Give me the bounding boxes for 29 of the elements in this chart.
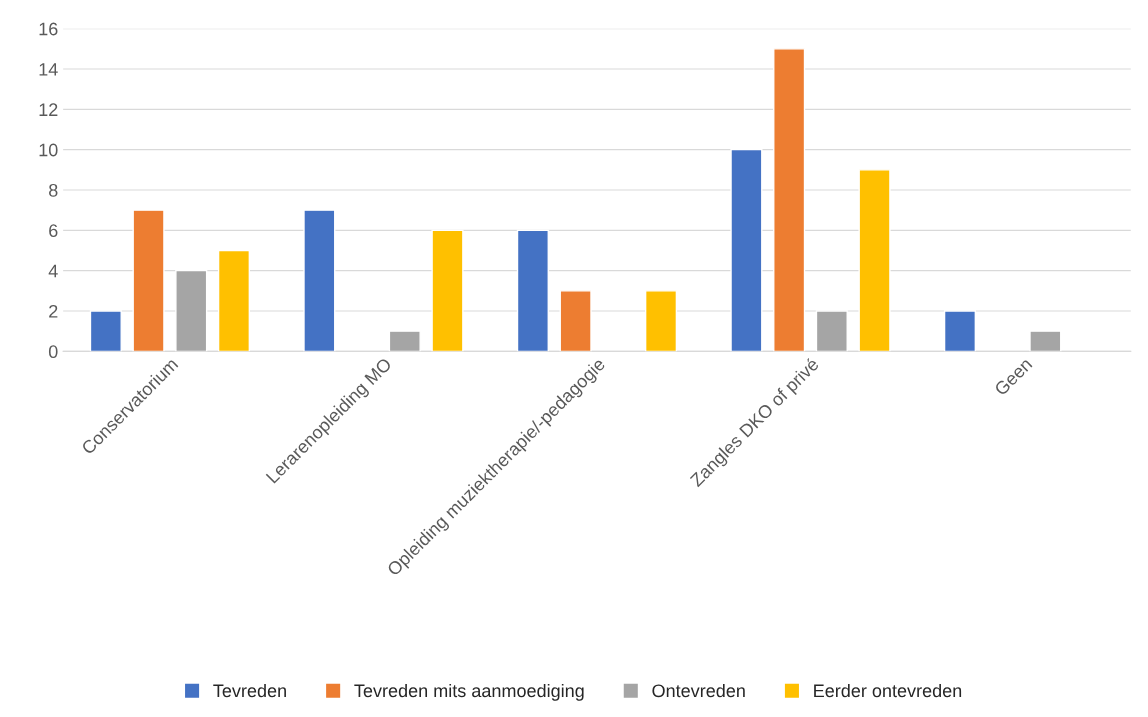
bar — [217, 249, 251, 352]
bar — [815, 310, 848, 352]
bar — [388, 330, 421, 352]
legend-label: Eerder ontevreden — [814, 683, 962, 698]
legend-label: Tevreden mits aanmoediging — [354, 683, 584, 701]
y-tick-label: 14 — [39, 63, 58, 76]
y-tick-label: 4 — [48, 264, 58, 278]
bar — [943, 310, 977, 352]
bar — [516, 229, 549, 352]
y-tick-label: 6 — [49, 224, 58, 238]
bar — [1029, 330, 1062, 352]
bar — [431, 229, 464, 352]
bar — [175, 269, 208, 352]
y-tick-label: 0 — [48, 345, 58, 359]
legend-label: Ontevreden — [652, 683, 745, 698]
y-tick-label: 16 — [39, 22, 58, 36]
bar — [858, 169, 891, 352]
bar — [89, 310, 122, 352]
bar — [773, 48, 806, 352]
bar — [303, 209, 336, 352]
y-tick-label: 12 — [39, 103, 58, 116]
y-tick-label: 10 — [39, 143, 58, 157]
y-tick-label: 2 — [49, 304, 58, 318]
bar — [559, 290, 592, 352]
bar — [132, 209, 165, 352]
y-tick-label: 8 — [49, 183, 58, 197]
bar — [644, 290, 678, 352]
legend-label: Tevreden — [213, 683, 286, 698]
bar — [730, 148, 763, 352]
